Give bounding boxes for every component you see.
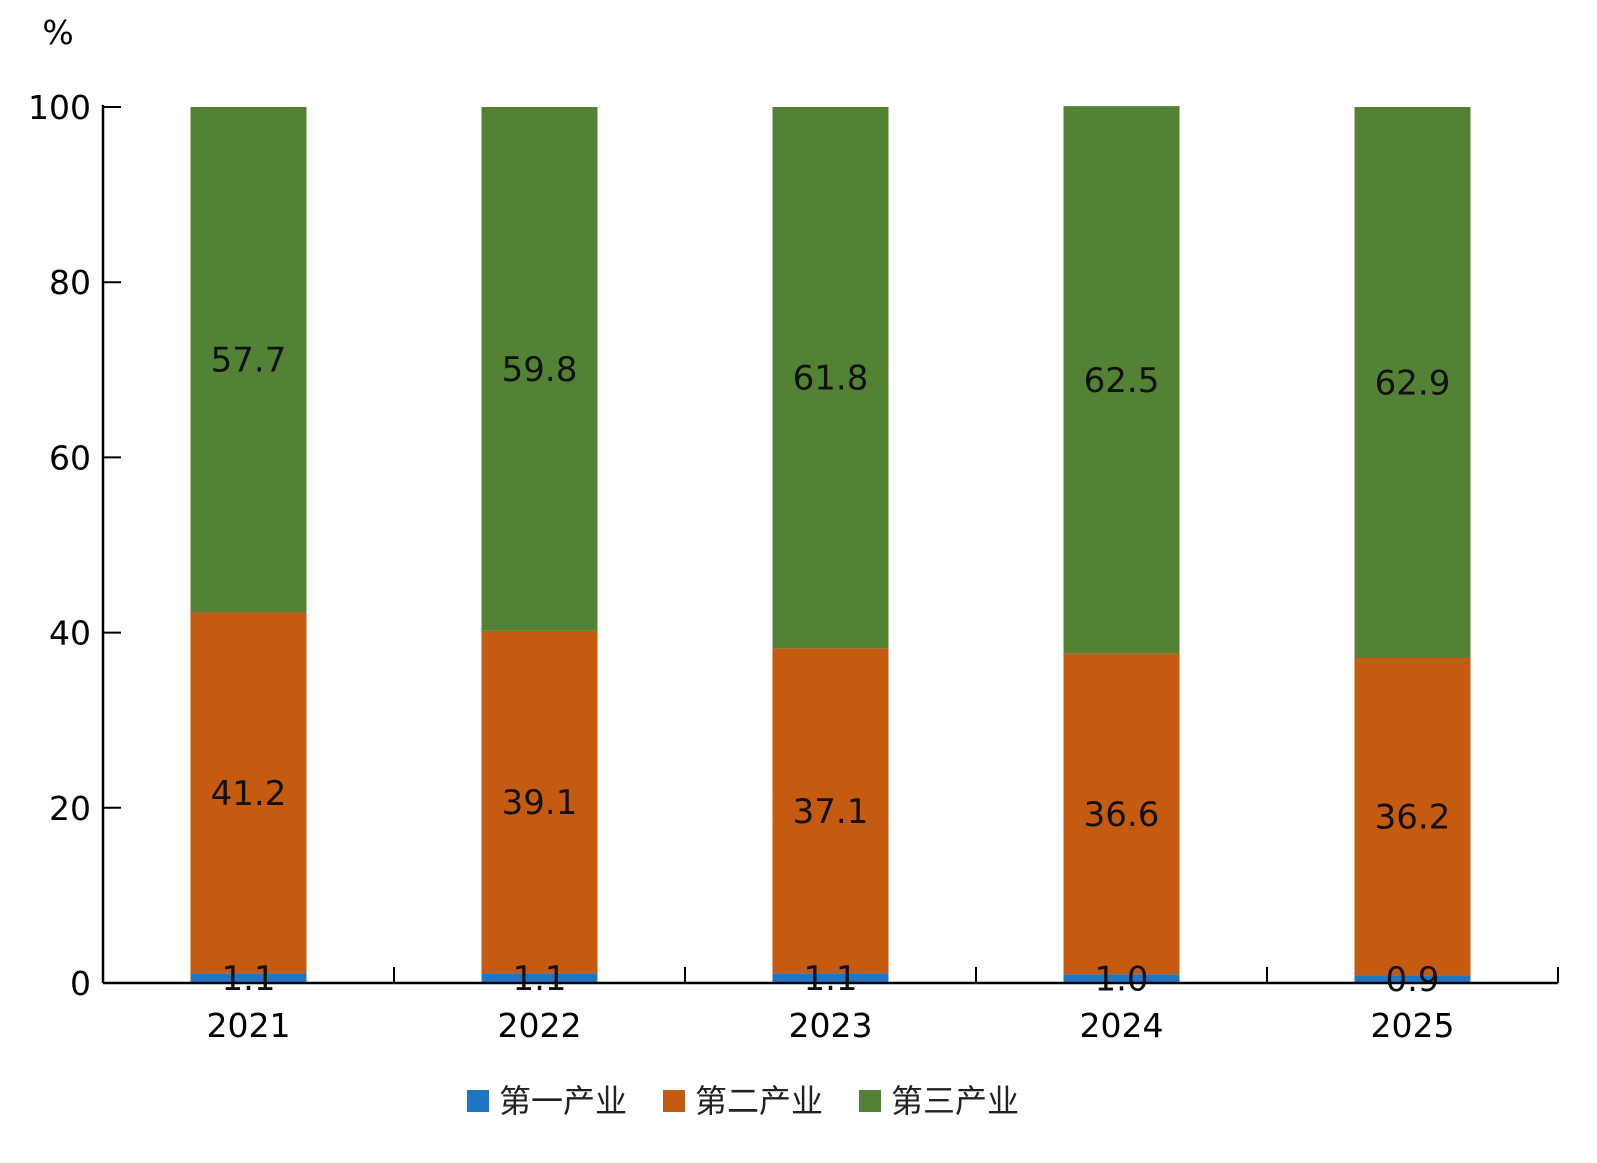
x-tick-label: 2024 (1080, 1006, 1164, 1045)
legend-label: 第三产业 (891, 1082, 1019, 1120)
legend-swatch (663, 1090, 685, 1112)
y-tick-label: 80 (49, 263, 91, 302)
bar-segment (1354, 107, 1471, 659)
data-label: 41.2 (211, 774, 287, 814)
data-label: 57.7 (211, 341, 287, 381)
bar-segment (772, 973, 889, 983)
bar-segment (190, 612, 307, 974)
y-axis-unit-label: % (42, 13, 73, 52)
bar-segment (1063, 653, 1180, 975)
legend-label: 第二产业 (695, 1082, 823, 1120)
bar-segment (1063, 974, 1180, 983)
data-labels-layer: 1.1 41.2 57.7 1.1 39.1 59.8 1.1 37.1 61.8 1.0 36.6… (211, 341, 1451, 1000)
bar-segment (190, 973, 307, 983)
bar-segment (1063, 106, 1180, 654)
y-ticks-layer: 0 20 40 60 80 100 (28, 88, 121, 1003)
data-label: 1.1 (803, 959, 857, 999)
legend-label: 第一产业 (499, 1082, 627, 1120)
y-tick-label: 0 (70, 964, 91, 1003)
data-label: 62.5 (1084, 361, 1160, 401)
x-ticks-layer: 2021 2022 2023 2024 2025 (207, 967, 1559, 1045)
x-tick-label: 2022 (498, 1006, 582, 1045)
bar-segment (1354, 658, 1471, 976)
x-tick-label: 2025 (1371, 1006, 1455, 1045)
x-tick-label: 2021 (207, 1006, 291, 1045)
data-label: 1.0 (1094, 960, 1148, 1000)
bar-segment (772, 107, 889, 649)
axes (101, 105, 1558, 985)
data-label: 61.8 (793, 359, 869, 399)
data-label: 0.9 (1385, 960, 1439, 1000)
data-label: 36.6 (1084, 795, 1160, 835)
bar-segment (481, 630, 598, 974)
y-tick-label: 40 (49, 614, 91, 653)
x-tick-label: 2023 (789, 1006, 873, 1045)
data-label: 1.1 (221, 959, 275, 999)
bar-segment (481, 973, 598, 983)
data-label: 59.8 (502, 350, 578, 390)
data-label: 36.2 (1375, 798, 1451, 838)
legend-swatch (859, 1090, 881, 1112)
legend: 第一产业 第二产业 第三产业 (467, 1082, 1019, 1120)
data-label: 1.1 (512, 959, 566, 999)
data-label: 39.1 (502, 783, 578, 823)
data-label: 37.1 (793, 792, 869, 832)
bar-segment (772, 648, 889, 974)
y-tick-label: 20 (49, 789, 91, 828)
y-tick-label: 60 (49, 438, 91, 477)
data-label: 62.9 (1375, 364, 1451, 404)
bars-layer (190, 106, 1471, 983)
legend-swatch (467, 1090, 489, 1112)
bar-segment (1354, 975, 1471, 983)
bar-segment (481, 107, 598, 631)
y-tick-label: 100 (28, 88, 91, 127)
bar-segment (190, 107, 307, 613)
